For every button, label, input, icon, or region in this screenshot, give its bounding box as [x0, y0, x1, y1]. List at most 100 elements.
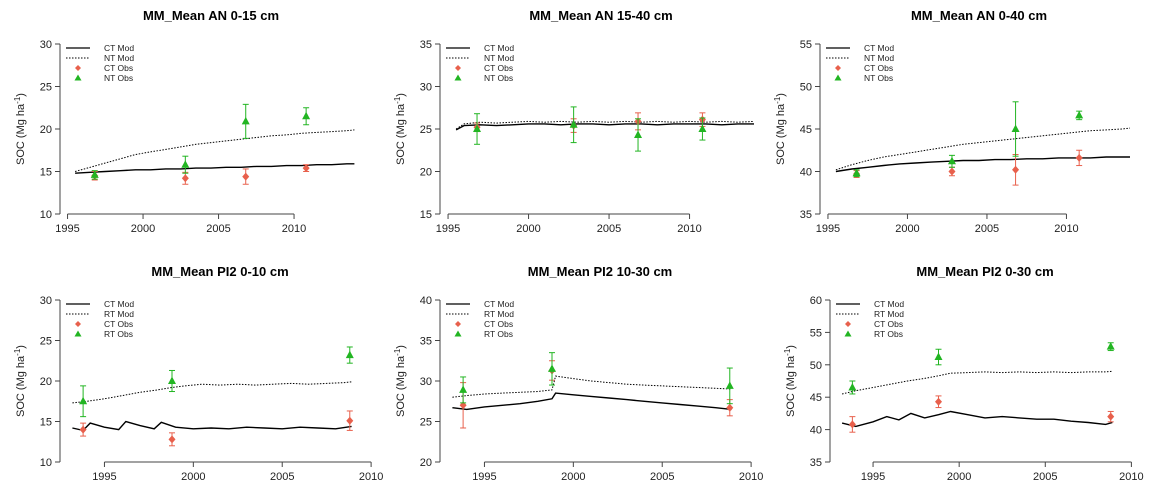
x-axis: 1995 2000 2005 2010	[55, 213, 306, 235]
legend-entry: CT Obs	[455, 63, 513, 73]
legend-swatch	[74, 74, 82, 81]
data-point	[634, 130, 643, 138]
legend-label: CT Obs	[484, 319, 513, 329]
data-point	[935, 397, 942, 406]
legend-label: NT Obs	[864, 73, 893, 83]
y-axis: 20 25 30 35 40 SOC (Mg ha-1)	[393, 295, 441, 469]
data-point	[848, 420, 856, 429]
legend-entry: CT Mod	[836, 299, 904, 309]
x-tick-label: 2005	[597, 223, 621, 235]
series-points-ct-obs	[853, 149, 1083, 186]
series-line-nt-mod	[835, 127, 1131, 171]
legend-entry: RT Mod	[836, 309, 904, 319]
legend-swatch	[455, 321, 461, 327]
y-axis-label: SOC (Mg ha-1)	[393, 93, 407, 165]
chart-panel-6: MM_Mean PI2 0-30 cm 1995 2000 2005 2010 35 40 4…	[783, 264, 1144, 483]
y-tick-label: 35	[810, 457, 822, 469]
legend-entry: NT Obs	[74, 73, 133, 83]
x-tick-label: 2005	[270, 471, 294, 483]
legend-entry: NT Mod	[66, 53, 134, 63]
x-tick-label: 2000	[947, 471, 971, 483]
y-tick-label: 35	[420, 336, 432, 348]
legend-swatch	[834, 74, 842, 81]
data-point	[848, 382, 857, 391]
series-line-ct-mod	[455, 123, 754, 131]
data-point	[725, 381, 734, 389]
series-points-ct-obs	[79, 410, 354, 447]
series-points-rt-obs	[848, 342, 1115, 395]
legend-label: CT Obs	[874, 319, 903, 329]
legend-label: RT Obs	[484, 329, 513, 339]
legend-entry: RT Obs	[844, 329, 903, 339]
x-tick-label: 1995	[436, 223, 460, 235]
legend-entry: RT Obs	[74, 329, 133, 339]
legend-label: RT Mod	[104, 309, 134, 319]
y-tick-label: 20	[40, 376, 52, 388]
legend-swatch	[75, 321, 81, 327]
data-point	[548, 364, 556, 372]
legend-entry: NT Obs	[834, 73, 893, 83]
legend-label: CT Mod	[104, 299, 134, 309]
chart-title: MM_Mean AN 0-15 cm	[143, 8, 279, 23]
y-tick-label: 50	[800, 82, 812, 94]
legend-label: CT Mod	[484, 43, 514, 53]
x-tick-label: 1995	[472, 471, 496, 483]
x-axis: 1995 2000 2005 2010	[436, 213, 702, 235]
y-tick-label: 30	[420, 376, 432, 388]
legend-label: NT Obs	[484, 73, 513, 83]
legend-swatch	[844, 330, 852, 337]
data-point	[459, 385, 468, 393]
y-tick-label: 45	[800, 124, 812, 136]
legend-swatch	[75, 65, 81, 71]
legend-entry: CT Obs	[845, 319, 903, 329]
y-tick-label: 30	[420, 82, 432, 94]
chart-title: MM_Mean PI2 10-30 cm	[528, 264, 673, 279]
y-tick-label: 20	[420, 457, 432, 469]
x-axis: 1995 2000 2005 2010	[861, 461, 1144, 483]
series-line-ct-mod	[835, 156, 1130, 173]
y-tick-label: 25	[420, 124, 432, 136]
legend-label: CT Mod	[484, 299, 514, 309]
y-tick-label: 35	[420, 39, 432, 51]
legend-label: RT Obs	[874, 329, 903, 339]
series-line-ct-mod	[75, 163, 355, 174]
y-tick-label: 40	[420, 295, 432, 307]
y-axis: 10 15 20 25 30 SOC (Mg ha-1)	[13, 39, 61, 221]
x-tick-label: 2000	[181, 471, 205, 483]
legend-entry: NT Obs	[454, 73, 513, 83]
y-tick-label: 55	[810, 327, 822, 339]
chart-panel-1: MM_Mean AN 0-15 cm 1995 2000 2005 2010101520…	[13, 8, 355, 235]
legend-swatch	[454, 330, 462, 337]
x-axis: 1995 2000 2005 2010	[816, 213, 1079, 235]
chart-title: MM_Mean AN 15-40 cm	[529, 8, 672, 23]
data-point	[168, 435, 176, 444]
series-line-rt-mod	[452, 375, 732, 398]
y-axis: 35 40 45 50 55 SOC (Mg ha-1)	[773, 39, 821, 221]
y-axis: 10 15 20 25 30 SOC (Mg ha-1)	[13, 295, 61, 469]
series-points-nt-obs	[473, 106, 707, 152]
y-tick-label: 10	[40, 457, 52, 469]
y-tick-label: 50	[810, 360, 822, 372]
series-points-ct-obs	[91, 164, 310, 185]
x-tick-label: 2005	[1033, 471, 1057, 483]
series-points-rt-obs	[79, 346, 354, 418]
data-point	[1106, 342, 1115, 350]
y-axis-label: SOC (Mg ha-1)	[13, 345, 27, 417]
x-tick-label: 1995	[55, 223, 79, 235]
y-axis-label: SOC (Mg ha-1)	[783, 345, 797, 417]
legend-entry: RT Mod	[446, 309, 514, 319]
data-point	[569, 120, 578, 128]
series-line-rt-mod	[72, 381, 352, 404]
y-tick-label: 40	[810, 425, 822, 437]
series-points-ct-obs	[848, 395, 1115, 433]
legend-label: NT Mod	[864, 53, 894, 63]
series-points-nt-obs	[90, 103, 311, 180]
legend-entry: CT Mod	[66, 43, 134, 53]
x-tick-label: 2000	[561, 471, 585, 483]
legend-entry: NT Mod	[446, 53, 514, 63]
y-tick-label: 10	[40, 209, 52, 221]
